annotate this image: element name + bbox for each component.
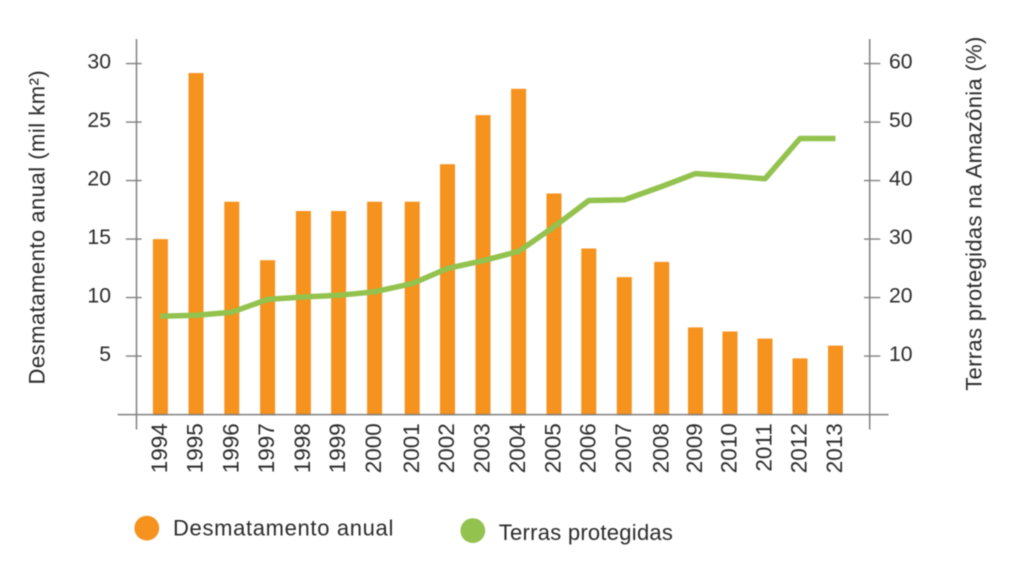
svg-text:2000: 2000 — [361, 423, 386, 473]
svg-text:1998: 1998 — [290, 423, 315, 473]
svg-text:5: 5 — [99, 343, 111, 366]
svg-text:20: 20 — [889, 284, 913, 307]
svg-text:50: 50 — [889, 109, 913, 132]
svg-text:1996: 1996 — [218, 423, 243, 473]
svg-text:2009: 2009 — [682, 423, 707, 473]
svg-text:2006: 2006 — [575, 423, 600, 473]
svg-text:1995: 1995 — [183, 423, 208, 473]
svg-text:40: 40 — [889, 167, 913, 190]
svg-text:30: 30 — [87, 50, 111, 73]
svg-text:10: 10 — [889, 343, 913, 366]
svg-text:15: 15 — [87, 226, 111, 249]
svg-text:2005: 2005 — [541, 423, 566, 473]
svg-text:2012: 2012 — [787, 423, 812, 473]
svg-text:30: 30 — [889, 226, 913, 249]
svg-text:1997: 1997 — [254, 423, 279, 473]
svg-text:Desmatamento anual: Desmatamento anual — [173, 516, 394, 541]
svg-text:2002: 2002 — [434, 423, 459, 473]
svg-text:2013: 2013 — [822, 423, 847, 473]
svg-text:2011: 2011 — [752, 423, 777, 471]
svg-text:Terras protegidas na Amazônia: Terras protegidas na Amazônia (%) — [961, 36, 986, 391]
svg-text:Desmatamento anual (mil km²): Desmatamento anual (mil km²) — [25, 70, 50, 385]
svg-text:2004: 2004 — [505, 423, 530, 473]
svg-text:2007: 2007 — [611, 423, 636, 473]
svg-text:2003: 2003 — [470, 423, 495, 473]
svg-text:60: 60 — [889, 50, 913, 73]
svg-text:1994: 1994 — [147, 423, 172, 473]
svg-text:2001: 2001 — [399, 423, 424, 473]
svg-text:Terras protegidas: Terras protegidas — [499, 520, 673, 545]
svg-text:2008: 2008 — [648, 423, 673, 473]
svg-text:25: 25 — [87, 109, 111, 132]
svg-text:20: 20 — [87, 167, 111, 190]
svg-text:1999: 1999 — [325, 423, 350, 473]
svg-text:2010: 2010 — [717, 423, 742, 473]
svg-text:10: 10 — [87, 284, 111, 307]
